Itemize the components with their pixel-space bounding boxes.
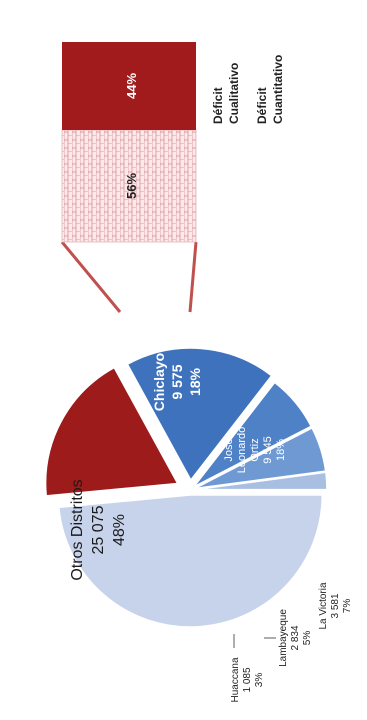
pie-slice-la-victoria: [193, 381, 313, 488]
slice-label-lambayeque-percent: 5%: [302, 631, 313, 646]
slice-label-chiclayo-percent: 18%: [187, 367, 203, 396]
pie-slice-lambayeque: [194, 426, 327, 490]
slice-label-chiclayo-name: Chiclayo: [151, 353, 167, 411]
connector-line-top: [60, 241, 122, 313]
label-cuantitativo-line1: Déficit: [255, 87, 269, 124]
label-cualitativo-line1: Déficit: [211, 87, 225, 124]
slice-label-huaccana-name: Huaccana: [230, 657, 241, 702]
pie-slice-otros-distritos: [57, 494, 323, 628]
slice-label-otros-name: Otros Distritos: [69, 479, 86, 580]
slice-label-jlo-value: 9 545: [262, 436, 274, 464]
slice-label-lambayeque-name: Lambayeque: [278, 609, 289, 667]
slice-label-jlo-line1: José: [223, 438, 235, 461]
bar-label-cuantitativo-percent: 44%: [124, 73, 139, 99]
slice-label-jlo-percent: 18%: [275, 439, 287, 461]
slice-label-jlo-line3: Ortiz: [249, 438, 261, 461]
slice-label-otros-value: 25 075: [90, 505, 107, 554]
slice-label-huaccana-value: 1 085: [242, 667, 253, 692]
label-cuantitativo-line2: Cuantitativo: [271, 55, 285, 124]
slice-label-lavictoria-percent: 7%: [342, 599, 353, 614]
connector-line-bottom: [188, 241, 198, 313]
slice-label-jlo-line2: Leonardo: [236, 427, 248, 474]
pie-slices: [44, 347, 328, 628]
pie-slice-huaccana: [194, 471, 328, 491]
bar-label-cualitativo-percent: 56%: [124, 173, 139, 199]
bar-segment-cuantitativo: [62, 42, 196, 130]
pie-slice-chiclayo: [44, 366, 179, 497]
slice-label-huaccana-percent: 3%: [254, 673, 265, 688]
slice-label-otros-percent: 48%: [111, 514, 128, 546]
slice-label-lavictoria-name: La Victoria: [318, 582, 329, 630]
slice-label-lambayeque-value: 2 834: [290, 625, 301, 650]
label-cualitativo-line2: Cualitativo: [227, 63, 241, 124]
slice-label-lavictoria-value: 3 581: [330, 593, 341, 618]
slice-label-chiclayo-value: 9 575: [169, 364, 185, 399]
pie-slice-jos-leonardo-ortiz: [126, 347, 273, 482]
